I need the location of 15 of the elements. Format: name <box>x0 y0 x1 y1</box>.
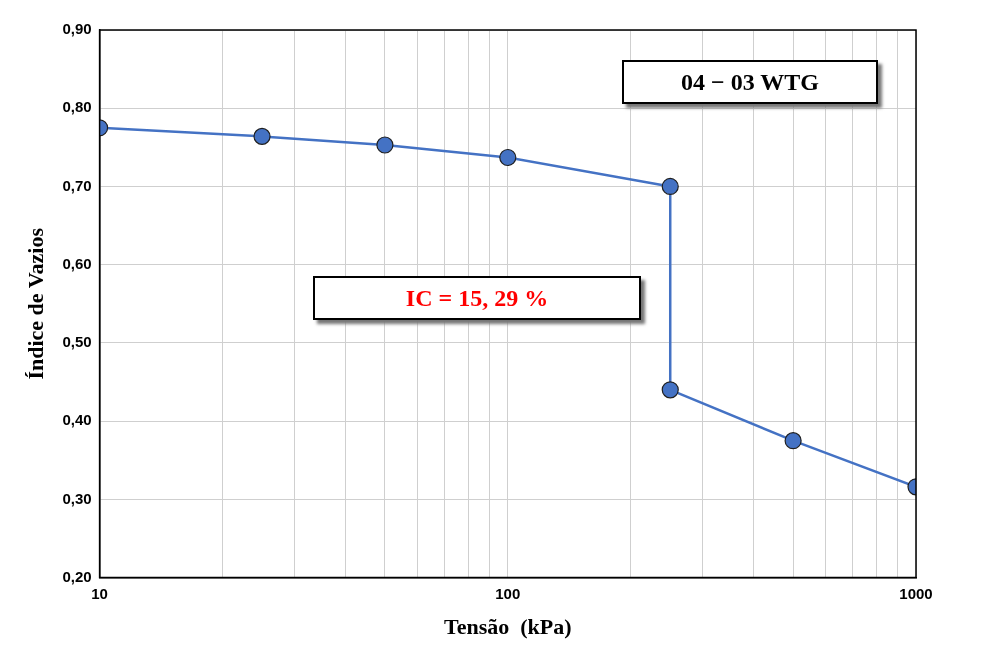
x-tick-label: 100 <box>495 584 521 602</box>
y-tick-label: 0,20 <box>62 567 92 585</box>
y-tick-label: 0,50 <box>62 333 92 351</box>
x-tick-label: 1000 <box>899 584 933 602</box>
y-tick-label: 0,60 <box>62 254 92 272</box>
y-tick-label: 0,80 <box>62 98 92 116</box>
text-box: 04 − 03 WTG <box>622 60 878 104</box>
x-tick-label: 10 <box>91 584 108 602</box>
x-axis-title: Tensão (kPa) <box>444 614 572 640</box>
y-tick-label: 0,70 <box>62 176 92 194</box>
y-axis-title: Índice de Vazios <box>22 227 48 380</box>
y-tick-label: 0,40 <box>62 411 92 429</box>
text-box: IC = 15, 29 % <box>313 276 641 320</box>
y-tick-label: 0,30 <box>62 489 92 507</box>
y-tick-label: 0,90 <box>62 20 92 38</box>
